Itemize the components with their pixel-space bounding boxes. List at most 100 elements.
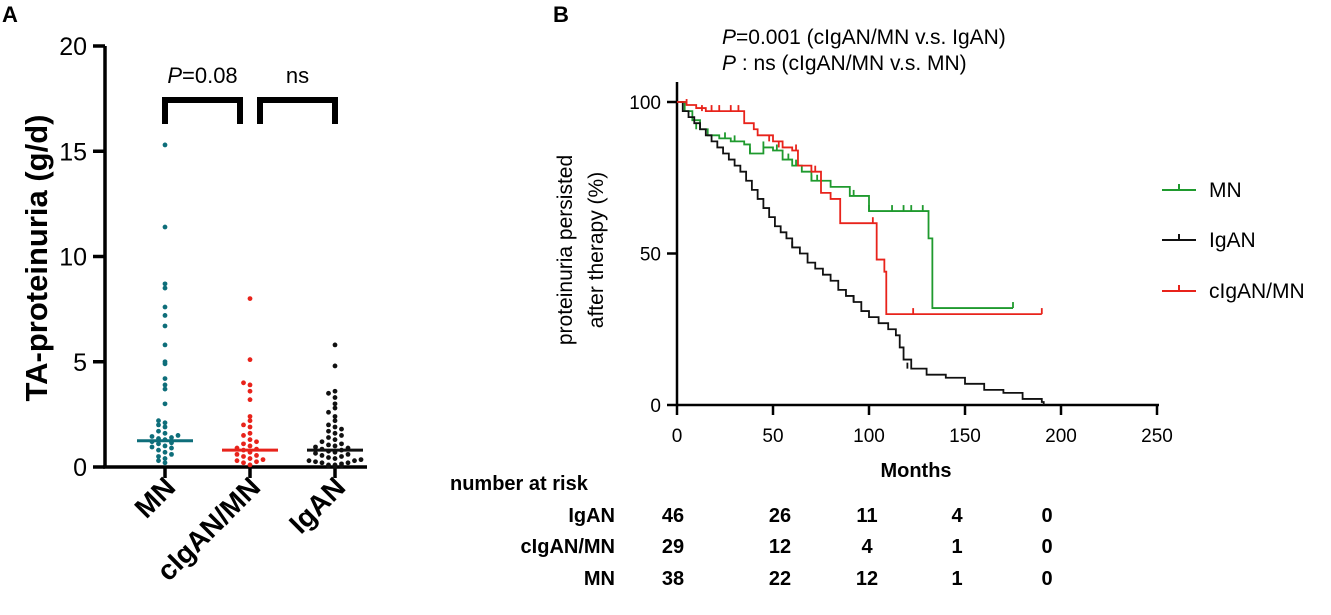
- data-point-igan: [313, 450, 318, 456]
- risk-count: 12: [856, 568, 878, 590]
- risk-row-label: cIgAN/MN: [521, 536, 615, 558]
- panel-b-y-axis-title-line1: proteinuria persisted: [554, 155, 577, 345]
- risk-count: 29: [662, 536, 684, 558]
- data-point-igan: [339, 461, 344, 467]
- panel-b-x-tick-label: 200: [1045, 426, 1077, 447]
- panel-a-y-tick-label: 0: [73, 454, 87, 482]
- risk-count: 1: [951, 536, 962, 558]
- data-point-igan: [332, 395, 338, 400]
- data-point-mn: [162, 313, 168, 318]
- data-point-igan: [326, 428, 331, 434]
- survival-curve-cigan-mn: [677, 101, 1042, 315]
- data-point-cigan-mn: [247, 443, 253, 449]
- data-point-igan: [332, 424, 338, 430]
- data-point-igan: [332, 363, 338, 369]
- data-point-igan: [326, 442, 331, 448]
- data-point-cigan-mn: [254, 439, 259, 445]
- panel-b-x-tick-label: 250: [1141, 426, 1173, 447]
- comparison-label-text: ns: [286, 63, 309, 88]
- panel-a-x-tick-label: MN: [129, 471, 182, 524]
- panel-b-y-tick-label: 0: [650, 396, 661, 417]
- data-point-igan: [313, 459, 318, 465]
- comparison-label: P=0.08: [167, 63, 237, 88]
- data-point-mn: [162, 424, 168, 430]
- data-point-igan: [332, 462, 338, 468]
- data-point-mn: [162, 430, 168, 436]
- data-point-mn: [162, 342, 168, 348]
- data-point-igan: [332, 456, 338, 461]
- data-point-igan: [326, 409, 331, 415]
- risk-count: 1: [951, 568, 962, 590]
- panel-b-x-tick-label: 50: [762, 426, 783, 447]
- comparison-label: ns: [286, 63, 309, 88]
- data-point-cigan-mn: [260, 457, 266, 463]
- data-point-cigan-mn: [247, 388, 253, 394]
- data-point-igan: [332, 388, 338, 394]
- panel-b-y-axis-title-line2: after therapy (%): [585, 172, 608, 328]
- comparison-bracket: [162, 97, 243, 124]
- data-point-cigan-mn: [247, 462, 253, 468]
- data-point-mn: [156, 441, 161, 447]
- risk-count: 0: [1041, 505, 1052, 527]
- data-point-igan: [339, 454, 344, 459]
- risk-count: 26: [769, 505, 791, 527]
- data-point-igan: [332, 437, 338, 443]
- data-point-mn: [162, 460, 168, 466]
- data-point-mn: [156, 454, 161, 459]
- data-point-cigan-mn: [241, 433, 246, 438]
- data-point-cigan-mn: [247, 357, 253, 363]
- data-point-igan: [332, 430, 338, 436]
- panel-b-label: B: [553, 2, 569, 27]
- data-point-cigan-mn: [241, 422, 246, 428]
- panel-a-y-tick-label: 5: [73, 349, 87, 377]
- data-point-cigan-mn: [247, 418, 253, 424]
- comparison-label-text: =0.08: [182, 63, 238, 88]
- panel-b-survival-plot: B P=0.001 (cIgAN/MN v.s. IgAN) P : ns (c…: [450, 2, 1305, 590]
- data-point-mn: [149, 434, 155, 439]
- data-point-mn: [162, 386, 168, 392]
- panel-a-y-tick-label: 10: [59, 244, 87, 272]
- data-point-igan: [326, 455, 331, 460]
- risk-row-label: MN: [584, 568, 615, 590]
- data-point-mn: [175, 433, 181, 438]
- panel-b-x-tick-label: 150: [949, 426, 981, 447]
- data-point-cigan-mn: [247, 430, 253, 436]
- p-value-annotation-2: P : ns (cIgAN/MN v.s. MN): [722, 52, 967, 75]
- data-point-igan: [326, 462, 331, 468]
- risk-table-title: number at risk: [450, 473, 589, 495]
- panel-b-x-axis-title: Months: [880, 460, 951, 482]
- panel-a-points: [149, 142, 364, 469]
- p-value-1-text: =0.001 (cIgAN/MN v.s. IgAN): [736, 26, 1006, 49]
- data-point-igan: [332, 418, 338, 424]
- panel-b-axes: 0 50 100 0 50 100 150 200 250: [629, 82, 1173, 447]
- data-point-cigan-mn: [247, 397, 253, 403]
- panel-b-y-tick-label: 50: [640, 245, 661, 266]
- data-point-cigan-mn: [247, 437, 253, 443]
- data-point-mn: [156, 422, 161, 428]
- data-point-cigan-mn: [247, 424, 253, 430]
- data-point-igan: [319, 460, 325, 466]
- data-point-cigan-mn: [254, 459, 259, 465]
- data-point-mn: [162, 304, 168, 310]
- risk-count: 38: [662, 568, 684, 590]
- data-point-igan: [326, 435, 331, 440]
- data-point-mn: [162, 142, 168, 148]
- panel-a-x-tick-label: IgAN: [283, 471, 351, 539]
- comparison-label-symbol: P: [167, 63, 182, 88]
- data-point-cigan-mn: [247, 296, 253, 301]
- data-point-igan: [339, 441, 344, 447]
- panel-b-x-tick-label: 0: [672, 426, 683, 447]
- data-point-mn: [156, 458, 161, 464]
- data-point-igan: [332, 342, 338, 348]
- data-point-mn: [169, 451, 174, 457]
- data-point-igan: [345, 460, 351, 466]
- p-value-2-text: : ns (cIgAN/MN v.s. MN): [736, 52, 967, 75]
- risk-count: 0: [1041, 536, 1052, 558]
- panel-a-comparisons: P=0.08 ns: [162, 63, 338, 124]
- risk-count: 4: [951, 505, 963, 527]
- survival-curve-mn: [677, 101, 1013, 309]
- legend-label-mn: MN: [1209, 179, 1242, 202]
- data-point-igan: [326, 422, 331, 428]
